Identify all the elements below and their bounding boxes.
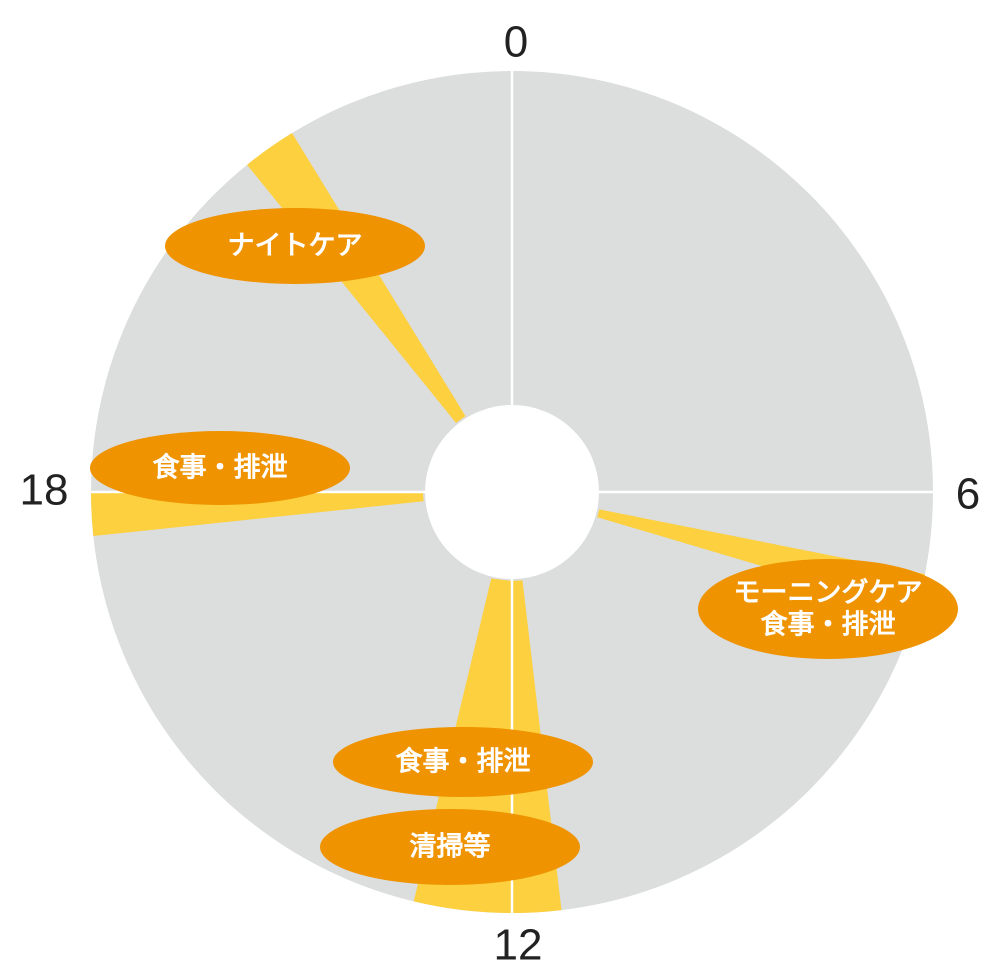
activity-badge: 食事・排泄 (333, 727, 593, 797)
hour-label-18: 18 (20, 466, 69, 515)
activity-badge: ナイトケア (165, 208, 425, 284)
hour-label-12: 12 (494, 921, 543, 968)
activity-label: 清掃等 (410, 831, 491, 863)
badge-shape (320, 809, 580, 885)
activity-badge: 清掃等 (320, 809, 580, 885)
activity-label: 食事・排泄 (153, 452, 288, 484)
activity-badge: 食事・排泄 (90, 431, 350, 505)
badge-shape (698, 559, 958, 659)
hour-label-0: 0 (504, 18, 528, 67)
activity-label: 食事・排泄 (761, 609, 896, 641)
hour-label-6: 6 (956, 470, 980, 519)
activity-wedge (91, 492, 424, 537)
hour-labels: 0 6 12 18 (20, 18, 981, 968)
badge-shape (90, 431, 350, 505)
badge-shape (165, 208, 425, 284)
activity-label: ナイトケア (228, 231, 363, 262)
activity-label: モーニングケア (734, 577, 923, 609)
activity-label: 食事・排泄 (396, 746, 531, 778)
center-hole (425, 405, 599, 579)
badge-shape (333, 727, 593, 797)
